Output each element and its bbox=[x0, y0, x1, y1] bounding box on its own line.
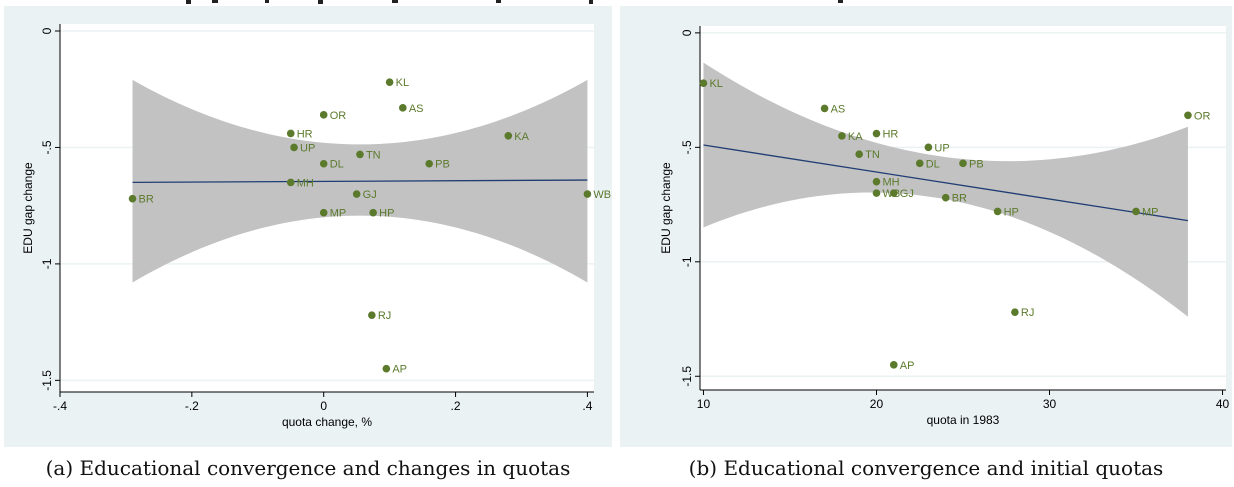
data-point-dl bbox=[319, 159, 328, 168]
data-point-hr bbox=[286, 129, 295, 138]
point-label-br: BR bbox=[952, 193, 967, 205]
x-tick-label: 20 bbox=[870, 397, 884, 411]
data-point-rj bbox=[368, 311, 376, 319]
data-point-wb bbox=[872, 189, 881, 197]
x-tick-label: 10 bbox=[697, 397, 711, 411]
data-point-br bbox=[128, 194, 137, 203]
point-label-tn: TN bbox=[865, 149, 880, 161]
y-tick-label: -.5 bbox=[680, 140, 694, 154]
point-label-or: OR bbox=[1194, 110, 1211, 122]
point-label-br: BR bbox=[139, 194, 154, 206]
point-label-hr: HR bbox=[297, 128, 313, 140]
data-point-rj bbox=[1011, 308, 1019, 316]
data-point-dl bbox=[915, 159, 924, 168]
data-point-mp bbox=[319, 208, 328, 217]
data-point-as bbox=[399, 104, 407, 112]
data-point-kl bbox=[385, 78, 394, 87]
scatter-chart-b: 10 20 30 40 0 -.5 -1 -1.5 quota in 1983 EDU gap c… bbox=[659, 26, 1230, 427]
confidence-band bbox=[703, 62, 1188, 317]
point-label-wb: WB bbox=[593, 189, 611, 201]
point-label-dl: DL bbox=[926, 158, 940, 170]
caption-a: (a) Educational convergence and changes … bbox=[45, 456, 571, 480]
y-tick-label: -1 bbox=[680, 256, 694, 267]
x-tick-label: -.2 bbox=[185, 399, 199, 413]
cropped-header-strip bbox=[0, 0, 1234, 6]
x-tick-label: -.4 bbox=[53, 399, 67, 413]
x-tick-label: 30 bbox=[1043, 397, 1057, 411]
point-label-ap: AP bbox=[900, 360, 915, 372]
point-label-pb: PB bbox=[435, 159, 450, 171]
point-label-ka: KA bbox=[514, 131, 529, 143]
point-label-dl: DL bbox=[330, 159, 344, 171]
fit-line bbox=[703, 144, 1189, 222]
y-tick-label: -1.5 bbox=[40, 370, 54, 391]
data-point-or bbox=[1184, 111, 1192, 120]
y-tick-label: 0 bbox=[40, 27, 54, 34]
data-point-gj bbox=[889, 189, 898, 197]
point-label-mp: MP bbox=[1142, 206, 1159, 218]
data-point-pb bbox=[959, 159, 967, 168]
point-label-gj: GJ bbox=[900, 188, 914, 200]
point-label-as: AS bbox=[409, 103, 424, 115]
data-point-ap bbox=[382, 364, 391, 373]
data-point-pb bbox=[425, 159, 433, 168]
x-tick-label: 0 bbox=[320, 399, 327, 413]
point-label-tn: TN bbox=[366, 149, 381, 161]
data-point-kl bbox=[699, 79, 708, 88]
data-point-or bbox=[319, 111, 328, 119]
point-label-up: UP bbox=[934, 142, 949, 154]
data-point-wb bbox=[583, 190, 592, 198]
point-label-up: UP bbox=[300, 142, 315, 154]
data-point-tn bbox=[356, 150, 364, 159]
chart-panel-a: -.4 -.2 0 .2 .4 0 -.5 -1 -1.5 quota change, % EDU … bbox=[4, 6, 612, 447]
x-axis-label: quota change, % bbox=[282, 415, 372, 429]
y-tick-label: -1.5 bbox=[680, 366, 694, 387]
point-label-pb: PB bbox=[969, 158, 984, 170]
caption-b: (b) Educational convergence and initial … bbox=[688, 456, 1164, 480]
data-point-hp bbox=[369, 208, 377, 217]
data-point-tn bbox=[855, 150, 863, 159]
point-label-mh: MH bbox=[882, 177, 899, 189]
scatter-chart-a: -.4 -.2 0 .2 .4 0 -.5 -1 -1.5 quota change, % EDU … bbox=[21, 24, 611, 429]
data-point-gj bbox=[352, 190, 361, 198]
point-label-kl: KL bbox=[709, 78, 722, 90]
point-label-hr: HR bbox=[882, 129, 898, 141]
point-label-ka: KA bbox=[848, 131, 863, 143]
y-tick-label: -.5 bbox=[40, 140, 54, 154]
x-tick-label: .2 bbox=[451, 399, 461, 413]
data-point-up bbox=[924, 143, 933, 152]
data-point-ap bbox=[889, 361, 898, 369]
y-axis-label: EDU gap change bbox=[659, 162, 673, 254]
data-point-ka bbox=[504, 131, 513, 140]
point-label-hp: HP bbox=[379, 208, 394, 220]
point-label-as: AS bbox=[831, 103, 846, 115]
y-tick-label: -1 bbox=[40, 258, 54, 269]
data-point-as bbox=[820, 104, 829, 113]
point-label-mh: MH bbox=[297, 177, 314, 189]
point-label-or: OR bbox=[330, 110, 347, 122]
data-point-mh bbox=[286, 178, 295, 187]
point-label-rj: RJ bbox=[1021, 307, 1034, 319]
y-axis-label: EDU gap change bbox=[21, 162, 35, 254]
y-tick-label: 0 bbox=[680, 29, 694, 36]
data-point-hp bbox=[993, 207, 1002, 216]
point-label-kl: KL bbox=[396, 77, 409, 89]
cropped-header-glyphs bbox=[186, 0, 843, 4]
data-point-br bbox=[941, 193, 950, 202]
chart-panel-b: 10 20 30 40 0 -.5 -1 -1.5 quota in 1983 EDU gap c… bbox=[620, 6, 1232, 447]
x-axis-label: quota in 1983 bbox=[927, 413, 1000, 427]
point-label-hp: HP bbox=[1004, 206, 1019, 218]
point-label-ap: AP bbox=[392, 364, 407, 376]
data-point-up bbox=[290, 143, 298, 152]
data-point-ka bbox=[838, 132, 846, 140]
data-point-mh bbox=[872, 177, 881, 186]
fit-line bbox=[132, 179, 588, 184]
x-tick-label: .4 bbox=[582, 399, 592, 413]
point-label-gj: GJ bbox=[363, 189, 377, 201]
point-label-mp: MP bbox=[330, 208, 347, 220]
point-label-rj: RJ bbox=[378, 310, 391, 322]
x-tick-label: 40 bbox=[1216, 397, 1230, 411]
data-point-mp bbox=[1132, 207, 1140, 216]
data-point-hr bbox=[872, 129, 881, 138]
